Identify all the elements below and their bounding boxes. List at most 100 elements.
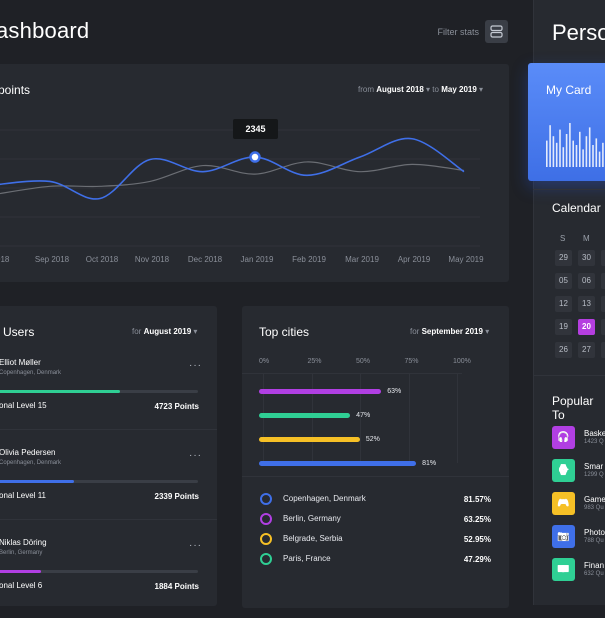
gamepad-icon-glyph: 🎮	[557, 498, 570, 509]
card-bar	[569, 123, 571, 167]
card-bar	[579, 131, 581, 167]
divider	[533, 189, 605, 190]
divider	[533, 375, 605, 376]
city-name: Belgrade, Serbia	[283, 534, 343, 543]
topic-name[interactable]: Game	[584, 495, 605, 504]
camera-icon: 📷	[552, 525, 575, 548]
x-axis-label: Apr 2019	[397, 255, 431, 264]
card-bar	[546, 140, 548, 167]
topic-name[interactable]: Photo	[584, 528, 605, 537]
calendar-day-partial[interactable]	[601, 250, 605, 266]
card-bar	[602, 142, 604, 167]
user-level: onal Level 11	[0, 491, 46, 500]
topic-name[interactable]: Smar	[584, 462, 604, 471]
city-marker-icon	[260, 493, 272, 505]
to-label: to	[432, 85, 439, 94]
city-value: 52.95%	[463, 535, 491, 544]
calendar-day-partial[interactable]	[601, 296, 605, 312]
card-bar	[588, 127, 591, 167]
card-bar	[552, 136, 555, 167]
from-value[interactable]: August 2018	[376, 85, 424, 94]
chevron-down-icon: ▾	[426, 85, 431, 94]
cities-period-value[interactable]: September 2019	[421, 327, 483, 336]
page-title: ashboard	[0, 18, 90, 43]
user-location: Copenhagen, Denmark	[0, 370, 62, 376]
users-period-selector[interactable]: for August 2019 ▾	[132, 327, 197, 336]
divider	[0, 519, 217, 520]
city-marker-icon	[260, 533, 272, 545]
progress-track	[0, 480, 198, 483]
from-label: from	[358, 85, 374, 94]
watch-icon: ⌚	[552, 459, 575, 482]
card-bar	[592, 145, 594, 167]
topic-count: 788 Qu	[584, 538, 604, 544]
weekday-label: M	[583, 234, 590, 243]
my-card[interactable]: My Card	[528, 63, 605, 181]
users-period-value[interactable]: August 2019	[143, 327, 192, 336]
cities-period-selector[interactable]: for September 2019 ▾	[410, 327, 489, 336]
user-level: onal Level 15	[0, 401, 47, 410]
calendar-day[interactable]: 20	[578, 319, 595, 335]
calendar-day[interactable]: 29	[555, 250, 572, 266]
series-line-primary	[0, 137, 465, 200]
calendar-title: Calendar	[552, 201, 601, 215]
topic-count: 1299 Q	[584, 472, 604, 478]
scale-gridline	[311, 373, 313, 463]
calendar-day-partial[interactable]	[601, 319, 605, 335]
scale-label: 0%	[259, 358, 270, 365]
more-options-icon[interactable]: ···	[189, 450, 202, 461]
scale-label: 25%	[307, 358, 322, 365]
topic-count: 632 Qu	[584, 571, 604, 577]
user-name: Olivia Pedersen	[0, 448, 56, 457]
filter-toggle-icon	[490, 25, 503, 38]
calendar-day[interactable]: 13	[578, 296, 595, 312]
city-marker-icon	[260, 513, 272, 525]
more-options-icon[interactable]: ···	[189, 360, 202, 371]
calendar-day[interactable]: 30	[578, 250, 595, 266]
calendar-day[interactable]: 06	[578, 273, 595, 289]
divider	[242, 476, 509, 477]
calendar-day[interactable]: 12	[555, 296, 572, 312]
more-options-icon[interactable]: ···	[189, 540, 202, 551]
calendar-day[interactable]: 19	[555, 319, 572, 335]
money-icon: 💵	[552, 558, 575, 581]
calendar-day[interactable]: 05	[555, 273, 572, 289]
chart-tooltip: 2345	[233, 119, 278, 139]
user-location: Copenhagen, Denmark	[0, 460, 62, 466]
top-cities-panel	[242, 306, 509, 608]
user-points: 4723 Points	[154, 402, 199, 411]
card-bar	[562, 147, 565, 167]
user-location: Berlin, Germany	[0, 550, 43, 556]
topic-name[interactable]: Finan	[584, 561, 605, 570]
card-bar	[585, 136, 588, 167]
city-marker-icon	[260, 553, 272, 565]
user-item: Olivia Pedersen Copenhagen, Denmark ··· ona…	[0, 440, 217, 528]
city-name: Copenhagen, Denmark	[283, 494, 366, 503]
calendar-day-partial[interactable]	[601, 342, 605, 358]
card-bar	[549, 125, 551, 167]
user-points: 2339 Points	[154, 492, 199, 501]
series-line-secondary	[0, 161, 465, 195]
filter-stats-button[interactable]	[485, 20, 508, 43]
city-bar	[259, 461, 417, 466]
calendar-day-partial[interactable]	[601, 273, 605, 289]
scale-gridline	[457, 373, 458, 463]
card-bar	[582, 149, 584, 167]
city-name: Berlin, Germany	[283, 514, 341, 523]
calendar-day[interactable]: 26	[555, 342, 572, 358]
scale-gridline	[360, 373, 361, 463]
chevron-down-icon: ▾	[193, 327, 198, 336]
x-axis-label: Feb 2019	[292, 255, 326, 264]
for-label: for	[410, 327, 420, 336]
scale-baseline	[242, 373, 462, 374]
card-bars-graphic	[546, 123, 604, 167]
x-axis-label: May 2019	[448, 255, 484, 264]
user-item: Niklas Döring Berlin, Germany ··· onal Leve…	[0, 530, 217, 618]
scale-gridline	[263, 373, 264, 463]
weekday-label: S	[560, 234, 566, 243]
to-value[interactable]: May 2019	[441, 85, 477, 94]
topic-name[interactable]: Baske	[584, 429, 605, 438]
calendar-day[interactable]: 27	[578, 342, 595, 358]
scale-label: 75%	[404, 358, 419, 365]
date-range-selector[interactable]: from August 2018 ▾ to May 2019 ▾	[358, 85, 483, 94]
